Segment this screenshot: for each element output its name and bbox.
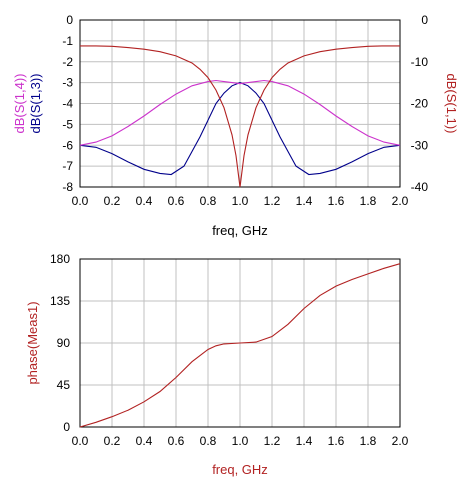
x-tick-label: 0.8 <box>200 194 217 208</box>
y-axis-label-s11: dB(S(1,1)) <box>444 74 459 134</box>
series-line-dbs14 <box>79 79 401 146</box>
y-axis-label-s14: dB(S(1,4)) <box>12 74 27 134</box>
y-left-tick-label: -4 <box>62 97 73 111</box>
y-axis-label-s13: dB(S(1,3)) <box>28 74 43 134</box>
y-tick-label: 90 <box>57 336 71 350</box>
y-right-tick-label: -40 <box>411 180 429 194</box>
y-left-tick-label: -5 <box>62 117 73 131</box>
x-tick-label: 2.0 <box>392 194 409 208</box>
series-line-dbs13 <box>79 82 401 176</box>
x-tick-label: 0.4 <box>136 194 153 208</box>
y-left-tick-label: 0 <box>66 13 73 27</box>
x-tick-label: 2.0 <box>392 434 409 448</box>
plot-frame <box>79 258 401 428</box>
y-left-tick-label: -8 <box>62 180 73 194</box>
y-left-tick-label: -2 <box>62 55 73 69</box>
x-axis-label: freq, GHz <box>212 462 268 477</box>
y-tick-label: 180 <box>50 252 70 266</box>
y-left-tick-label: -7 <box>62 159 73 173</box>
y-left-tick-label: -6 <box>62 138 73 152</box>
sparam-chart: 0.0 0.2 0.4 0.6 0.8 1.0 1.2 1.4 1.6 1.8 2.0 0 -1 -2 -3… <box>12 13 459 238</box>
x-tick-label: 1.0 <box>232 194 249 208</box>
x-tick-label: 0.6 <box>168 194 185 208</box>
x-tick-label: 1.2 <box>264 194 281 208</box>
x-tick-label: 1.8 <box>360 434 377 448</box>
y-tick-label: 45 <box>57 378 71 392</box>
y-left-tick-label: -3 <box>62 76 73 90</box>
y-right-tick-label: -20 <box>411 97 429 111</box>
x-tick-label: 1.4 <box>296 434 313 448</box>
x-tick-label: 0.2 <box>104 194 121 208</box>
x-tick-label: 1.4 <box>296 194 313 208</box>
y-left-tick-label: -1 <box>62 34 73 48</box>
x-tick-label: 0.0 <box>72 194 89 208</box>
x-tick-label: 1.2 <box>264 434 281 448</box>
x-tick-label: 1.0 <box>232 434 249 448</box>
y-right-tick-label: -30 <box>411 138 429 152</box>
x-tick-label: 1.6 <box>328 434 345 448</box>
x-axis-label: freq, GHz <box>212 223 268 238</box>
series-line-dbs11 <box>80 45 400 188</box>
x-tick-label: 1.8 <box>360 194 377 208</box>
y-right-tick-label: -10 <box>411 55 429 69</box>
x-tick-label: 0.2 <box>104 434 121 448</box>
y-tick-label: 135 <box>50 294 70 308</box>
x-tick-label: 0.0 <box>72 434 89 448</box>
x-tick-label: 0.8 <box>200 434 217 448</box>
y-axis-label: phase(Meas1) <box>25 301 40 384</box>
phase-chart: 0.0 0.2 0.4 0.6 0.8 1.0 1.2 1.4 1.6 1.8 2.0 180 135 9… <box>25 252 409 477</box>
x-tick-label: 1.6 <box>328 194 345 208</box>
series-line-phase <box>79 263 401 428</box>
y-tick-label: 0 <box>63 420 70 434</box>
y-right-tick-label: 0 <box>421 13 428 27</box>
x-tick-label: 0.6 <box>168 434 185 448</box>
x-tick-label: 0.4 <box>136 434 153 448</box>
